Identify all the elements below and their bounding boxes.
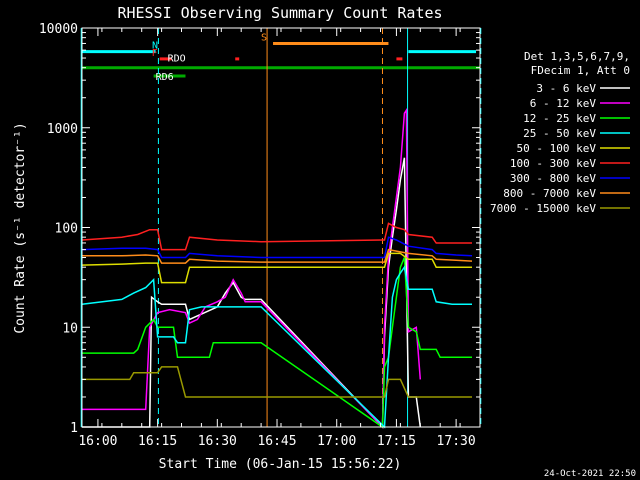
legend-entry-label: 12 - 25 keV: [523, 112, 596, 125]
vertical-markers: [80, 28, 482, 427]
series-line: [82, 248, 473, 264]
legend-header: Det 1,3,5,6,7,9,: [524, 50, 630, 63]
chart-title: RHESSI Observing Summary Count Rates: [117, 4, 442, 22]
x-tick-label: 17:30: [437, 434, 476, 449]
plot-frame: [81, 27, 481, 428]
series-line: [81, 222, 472, 251]
legend-header: FDecim 1, Att 0: [531, 64, 630, 77]
flag-label: N: [152, 41, 158, 52]
x-axis-label: Start Time (06-Jan-15 15:56:22): [159, 457, 402, 472]
legend: Det 1,3,5,6,7,9,FDecim 1, Att 0 3 - 6 keV…: [490, 50, 630, 215]
flag-label: RDO: [168, 54, 186, 65]
legend-entry-label: 25 - 50 keV: [523, 127, 596, 140]
series-line: [81, 265, 472, 429]
y-tick-label: 1: [70, 421, 78, 436]
footer-date: 24-Oct-2021 22:50: [544, 469, 636, 479]
y-tick-label: 10000: [39, 22, 78, 37]
flag-label: RD6: [156, 72, 174, 83]
y-axis-ticks: 1 10 100 1000 10000: [39, 22, 480, 436]
series-lines: [81, 107, 473, 429]
series-line: [82, 157, 422, 429]
series-line: [81, 252, 472, 284]
x-tick-label: 16:15: [138, 434, 177, 449]
series-line: [82, 107, 422, 429]
series-line: [82, 366, 472, 398]
legend-entry-label: 50 - 100 keV: [517, 142, 597, 155]
x-axis-ticks: 16:00 16:15 16:30 16:45 17:00 17:15 17:30: [78, 28, 481, 449]
legend-entry-label: 3 - 6 keV: [536, 82, 596, 95]
legend-entry-label: 800 - 7000 keV: [503, 187, 596, 200]
flag-label: F: [152, 48, 158, 59]
series-line: [81, 236, 473, 259]
legend-entry-label: 7000 - 15000 keV: [490, 202, 596, 215]
legend-entry-label: 300 - 800 keV: [510, 172, 596, 185]
series-line: [82, 257, 472, 429]
x-tick-label: 16:30: [198, 434, 237, 449]
x-tick-label: 17:15: [377, 434, 416, 449]
x-tick-label: 17:00: [317, 434, 356, 449]
flag-label: S: [261, 32, 267, 43]
y-tick-label: 10: [62, 321, 78, 336]
y-tick-label: 1000: [47, 122, 78, 137]
flag-bars: NF RDO RD6 S: [82, 32, 480, 83]
x-tick-label: 16:00: [78, 434, 117, 449]
y-tick-label: 100: [55, 222, 78, 237]
y-axis-label: Count Rate (s⁻¹ detector⁻¹): [13, 122, 28, 333]
legend-entry-label: 100 - 300 keV: [510, 157, 596, 170]
legend-entry-label: 6 - 12 keV: [530, 97, 597, 110]
x-tick-label: 16:45: [257, 434, 296, 449]
